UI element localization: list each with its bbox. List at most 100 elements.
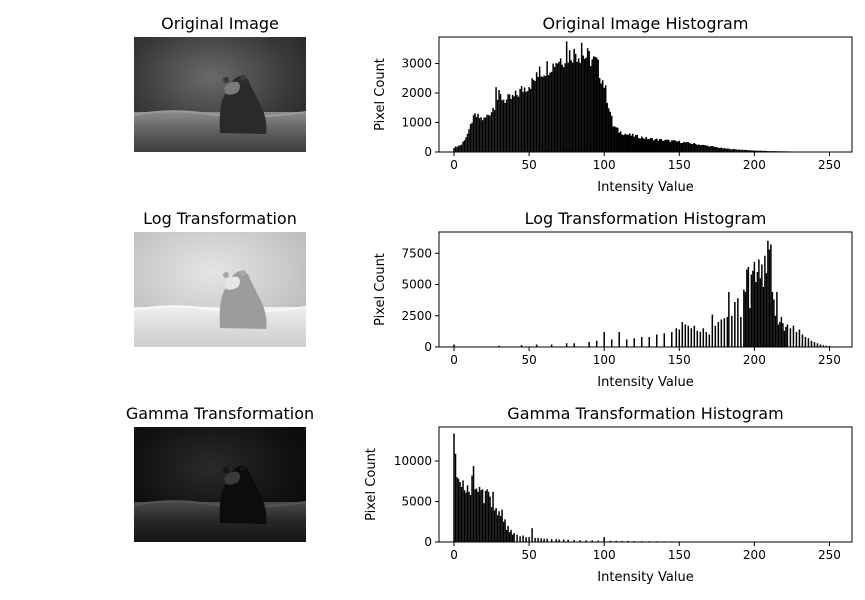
histogram-bar [615,540,617,542]
histogram-bar [472,115,475,152]
histogram-bar [559,58,562,153]
x-tick-label: 150 [668,158,691,172]
histogram-title: Log Transformation Histogram [525,209,767,228]
histogram-bar [561,64,563,152]
x-tick-label: 250 [818,353,841,367]
histogram-bar [525,537,527,542]
y-tick-label: 3000 [401,57,432,71]
histogram-bar [477,113,479,152]
histogram-bar [469,495,472,542]
histogram-bar [489,115,491,152]
histogram-bar [519,536,521,542]
histogram-bar [725,148,727,152]
histogram-bar [687,142,690,152]
histogram-bar [779,322,781,347]
histogram-bar [752,270,754,347]
histogram-bar [795,332,798,347]
histogram-bar [663,140,666,152]
histogram-bar [713,146,715,152]
image-panel-log: Log Transformation [133,209,307,347]
histogram-bar [677,141,679,152]
histogram-bar [689,143,691,152]
histogram-bar [696,330,699,347]
histogram-bar [650,137,652,152]
histogram-bar [550,539,553,542]
histogram-bar [481,120,484,152]
histogram-bar [693,143,696,152]
histogram-bar [474,113,476,152]
bear-image-gamma [133,427,307,542]
histogram-bar [637,137,640,152]
histogram-bar [705,332,708,347]
histogram-bar [656,138,658,152]
histogram-bar [597,59,599,153]
histogram-bar [514,90,517,152]
histogram-bar [475,488,478,542]
histogram-bar [728,148,730,152]
histogram-bar [601,80,604,152]
histogram-bar [577,58,580,153]
histogram-bar [532,79,535,152]
histogram-bar [610,339,613,347]
histogram-bar [765,150,768,152]
histogram-bar [552,63,554,152]
histogram-bar [511,534,514,542]
histogram-bar [747,267,750,347]
histogram-bar [579,540,581,542]
histogram-bar [630,135,632,152]
histogram-bar [537,537,539,542]
x-tick-label: 0 [450,548,458,562]
histogram-bar [756,150,759,152]
histogram-bar [567,62,569,152]
histogram-bar [478,486,481,542]
histogram-bar [463,140,466,152]
histogram-title: Gamma Transformation Histogram [507,404,783,423]
histogram-bar [564,63,566,152]
histogram-bar [594,56,596,152]
x-tick-label: 250 [818,158,841,172]
histogram-bar [535,72,538,152]
histogram-bar [490,112,493,152]
histogram-bar [456,477,458,542]
histogram-bar [750,150,753,152]
histogram-bar [550,71,553,152]
histogram-bar [528,537,530,542]
histogram-bar [595,340,598,347]
histogram-bar [734,302,736,347]
histogram-bar [782,323,784,347]
histogram-bar [783,330,786,347]
histogram-bar [591,59,593,152]
histogram-bar [723,318,726,347]
histogram-bar [510,98,512,152]
x-tick-label: 0 [450,158,458,172]
histogram-bar [810,340,813,347]
histogram-bar [499,516,502,542]
histogram-bar [574,53,577,153]
histogram-bar [480,117,482,152]
histogram-bar [740,149,742,152]
histogram-bar [609,540,611,542]
histogram-bar [714,147,717,152]
histogram-bar [457,145,460,152]
histogram-bar [504,102,506,152]
histogram-bar [825,345,828,347]
histogram-bar [609,111,611,152]
histogram-bar [648,138,650,152]
histogram-bar [707,145,709,152]
histogram-bar [555,63,557,152]
histogram-bar [789,328,792,347]
histogram-bar [541,76,544,152]
histogram-bar [764,150,766,152]
histogram-bar [466,485,469,542]
histogram-bar [728,292,730,347]
histogram-bar [459,482,461,542]
histogram-bar [585,57,587,152]
y-axis-label: Pixel Count [373,253,388,326]
histogram-bar [487,114,490,152]
histogram-bar [466,133,469,152]
bear-image-log [133,232,307,347]
histogram-bar [704,145,706,152]
histogram-bar [750,274,753,347]
histogram-bar [717,147,720,152]
histogram-bar [681,143,684,152]
